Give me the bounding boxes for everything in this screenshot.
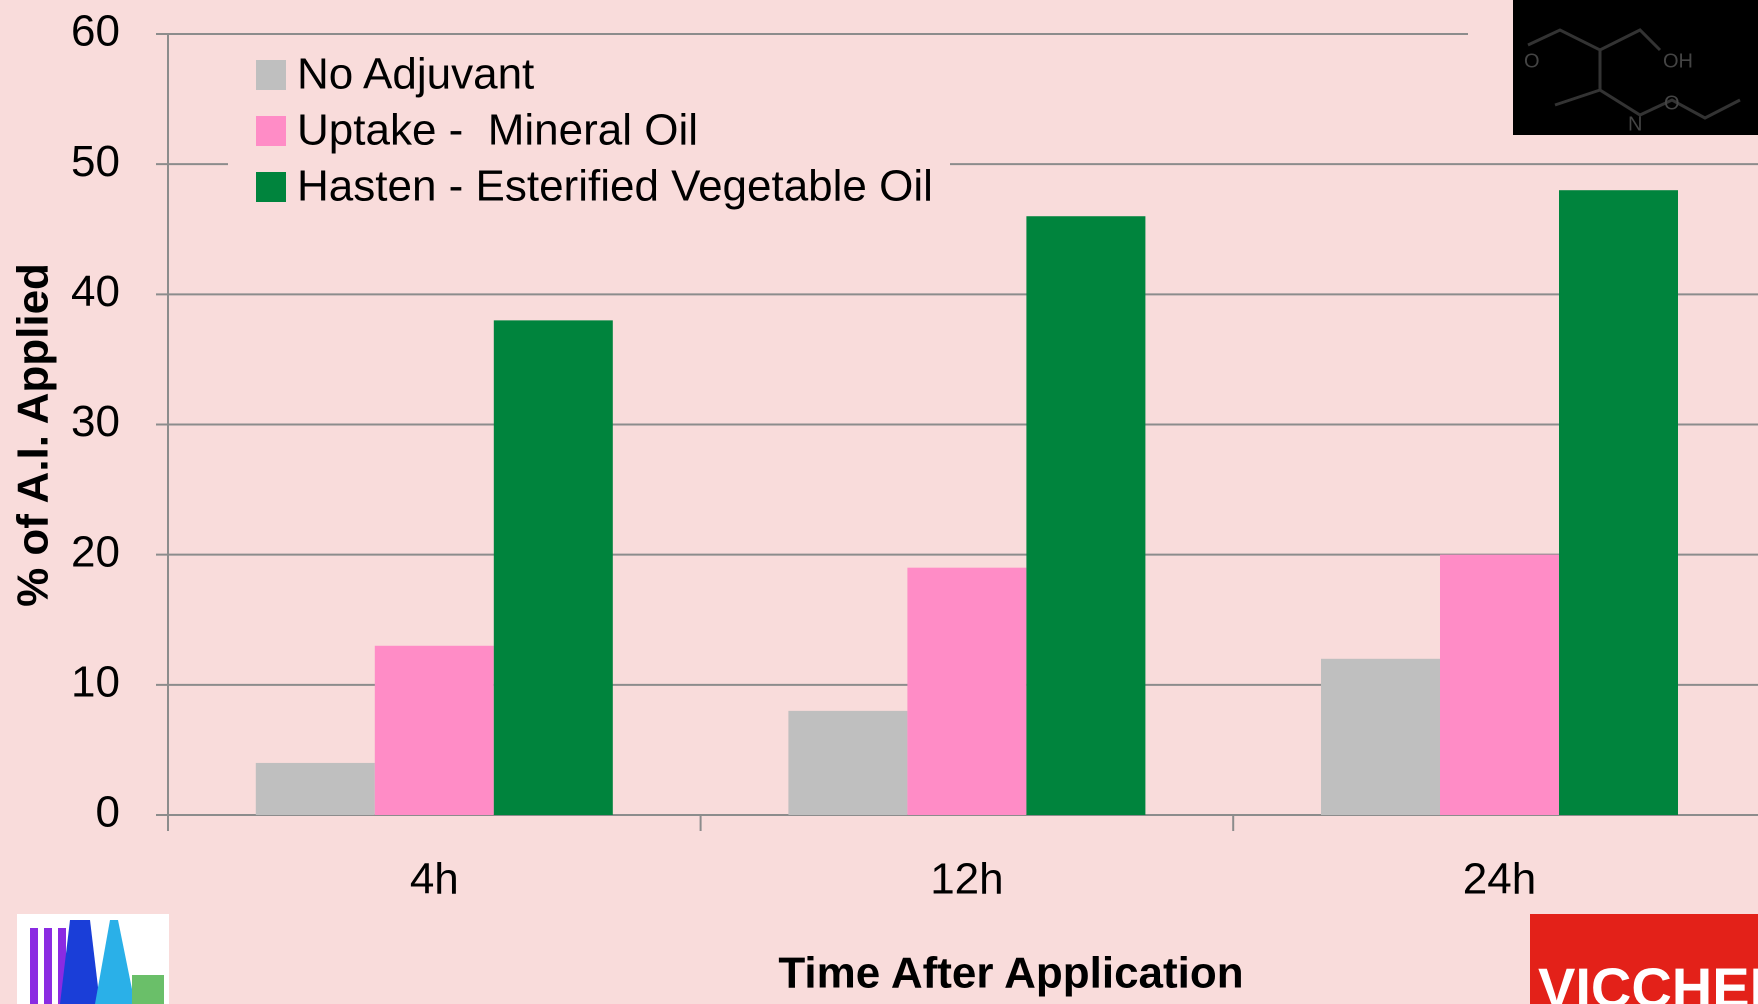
x-tick-label: 24h [1463, 855, 1536, 904]
bar [255, 762, 375, 815]
x-tick-label: 4h [410, 855, 459, 904]
legend-label: No Adjuvant [297, 50, 534, 99]
chemical-structure: O OH N O [1513, 0, 1758, 135]
y-tick-label: 10 [71, 657, 120, 706]
bar [1440, 554, 1559, 815]
bar [1321, 658, 1440, 815]
y-tick-label: 20 [71, 527, 120, 576]
bar [907, 567, 1027, 815]
legend-swatch [256, 172, 286, 202]
y-tick-label: 0 [96, 788, 120, 837]
legend-background [228, 40, 950, 218]
bar [1559, 190, 1678, 815]
bar [493, 320, 613, 815]
legend-label: Uptake - Mineral Oil [297, 106, 698, 155]
atom-label: N [1628, 113, 1642, 135]
logo: VICCHEM [1530, 914, 1758, 1004]
legend-label: Hasten - Esterified Vegetable Oil [297, 162, 933, 211]
bar [374, 645, 494, 815]
y-axis-title: % of A.I. Applied [9, 263, 58, 607]
lab-icon [17, 914, 169, 1004]
bar [1026, 216, 1146, 815]
legend-swatch [256, 116, 286, 146]
bar [788, 710, 908, 815]
logo-text: VICCHEM [1538, 956, 1758, 1004]
atom-label: OH [1663, 50, 1693, 72]
bars [255, 190, 1678, 815]
y-tick-label: 50 [71, 137, 120, 186]
legend-swatch [256, 60, 286, 90]
x-axis-title: Time After Application [778, 949, 1243, 998]
atom-label: O [1524, 50, 1540, 72]
y-tick-label: 30 [71, 397, 120, 446]
atom-label: O [1664, 92, 1680, 114]
legend: No Adjuvant Uptake - Mineral Oil Hasten - … [256, 50, 933, 211]
y-tick-label: 60 [71, 7, 120, 56]
y-tick-label: 40 [71, 267, 120, 316]
x-tick-label: 12h [930, 855, 1003, 904]
